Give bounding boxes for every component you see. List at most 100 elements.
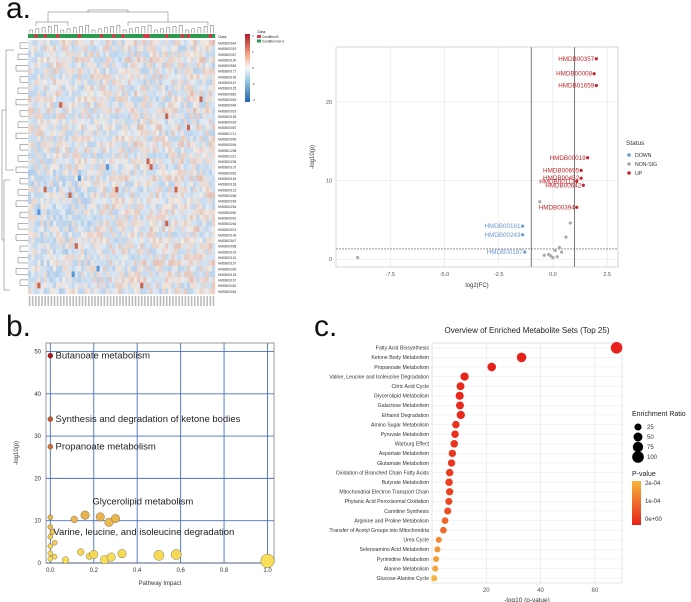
heatmap-cell (155, 107, 160, 114)
heatmap-cell (56, 135, 60, 142)
heatmap-cell (28, 260, 32, 266)
heatmap-cell (34, 158, 38, 165)
heatmap-cell (162, 164, 166, 171)
heatmap-cell (149, 203, 153, 210)
heatmap-cell (28, 102, 32, 108)
heatmap-cell (121, 147, 125, 154)
pathway-point (49, 529, 56, 535)
heatmap-cell (65, 260, 69, 266)
heatmap-cell (37, 152, 41, 159)
heatmap-cell (193, 181, 197, 187)
heatmap-cell (133, 68, 138, 75)
heatmap-cell (124, 237, 128, 244)
heatmap-cell (202, 282, 206, 289)
heatmap-cell (109, 186, 113, 193)
heatmap-cell (77, 226, 82, 233)
heatmap-cell (158, 73, 163, 80)
heatmap-cell (71, 198, 75, 204)
heatmap-cell (127, 90, 132, 97)
heatmap-cell (171, 248, 175, 255)
heatmap-cell (96, 220, 100, 227)
heatmap-cell (158, 135, 163, 142)
heatmap-cell (90, 226, 94, 233)
heatmap-cell (177, 220, 181, 227)
heatmap-cell (77, 282, 82, 289)
heatmap-cell (199, 90, 203, 97)
heatmap-cell (127, 192, 132, 199)
heatmap-cell (211, 192, 216, 199)
heatmap-cell (43, 260, 47, 266)
heatmap-cell (199, 231, 203, 238)
heatmap-cell (87, 130, 91, 137)
heatmap-cell (74, 288, 79, 295)
heatmap-cell (46, 175, 51, 182)
heatmap-cell (102, 203, 107, 210)
column-label-mark (50, 296, 53, 306)
heatmap-cell (174, 169, 178, 176)
heatmap-cell (155, 85, 160, 91)
heatmap-cell (171, 130, 175, 137)
row-label: HMDB00163 (218, 183, 236, 187)
heatmap-cell (208, 56, 213, 63)
plot-frame (431, 342, 623, 584)
column-label-mark (134, 296, 137, 306)
heatmap-cell (93, 96, 97, 103)
heatmap-cell (80, 68, 85, 75)
heatmap-cell (180, 282, 185, 289)
heatmap-cell (105, 181, 110, 187)
heatmap-cell (162, 260, 166, 266)
heatmap-cell (43, 68, 47, 75)
enrichment-point (432, 565, 439, 572)
heatmap-cell (99, 73, 103, 80)
pathway-point (104, 517, 114, 527)
heatmap-cell (137, 288, 141, 295)
heatmap-cell (96, 271, 100, 278)
heatmap-cell (211, 175, 216, 182)
heatmap-cell (149, 56, 153, 63)
heatmap-cell (49, 237, 54, 244)
heatmap-cell (115, 192, 119, 199)
heatmap-cell (174, 147, 178, 154)
heatmap-cell (137, 158, 141, 165)
heatmap-cell (202, 198, 206, 204)
column-label-mark (72, 296, 74, 306)
heatmap-cell (196, 119, 200, 125)
heatmap-cell (162, 158, 166, 165)
heatmap-cell (74, 214, 79, 221)
heatmap-cell (68, 265, 72, 272)
heatmap-cell (96, 243, 100, 250)
heatmap-cell (121, 96, 125, 103)
heatmap-cell (49, 288, 54, 295)
row-label: HMDB00087 (218, 126, 236, 130)
heatmap-cell (155, 169, 160, 176)
plot-frame (45, 342, 275, 564)
heatmap-cell (96, 265, 100, 272)
heatmap-cell (211, 288, 216, 295)
heatmap-cell (105, 147, 110, 154)
heatmap-cell (40, 68, 44, 75)
heatmap-cell (177, 96, 181, 103)
heatmap-cell (190, 186, 194, 193)
heatmap-cell (140, 130, 144, 137)
heatmap-cell (140, 214, 144, 221)
heatmap-cell (143, 158, 147, 165)
heatmap-cell (127, 62, 132, 69)
heatmap-cell (34, 90, 38, 97)
heatmap-cell (199, 175, 203, 182)
heatmap-cell (80, 277, 85, 283)
heatmap-cell (168, 68, 172, 75)
heatmap-cell (34, 164, 38, 171)
heatmap-cell (193, 198, 197, 204)
data-point (356, 255, 360, 260)
size-legend-label: 75 (647, 445, 654, 451)
heatmap-cell (56, 220, 60, 227)
heatmap-cell (165, 45, 169, 52)
heatmap-cell (105, 158, 110, 165)
heatmap-cell (28, 254, 32, 261)
heatmap-cell (96, 107, 100, 114)
heatmap-cell (34, 226, 38, 233)
heatmap-cell (52, 288, 57, 295)
heatmap-cell (208, 102, 213, 108)
heatmap-cell (102, 124, 107, 131)
heatmap-cell (155, 113, 160, 120)
